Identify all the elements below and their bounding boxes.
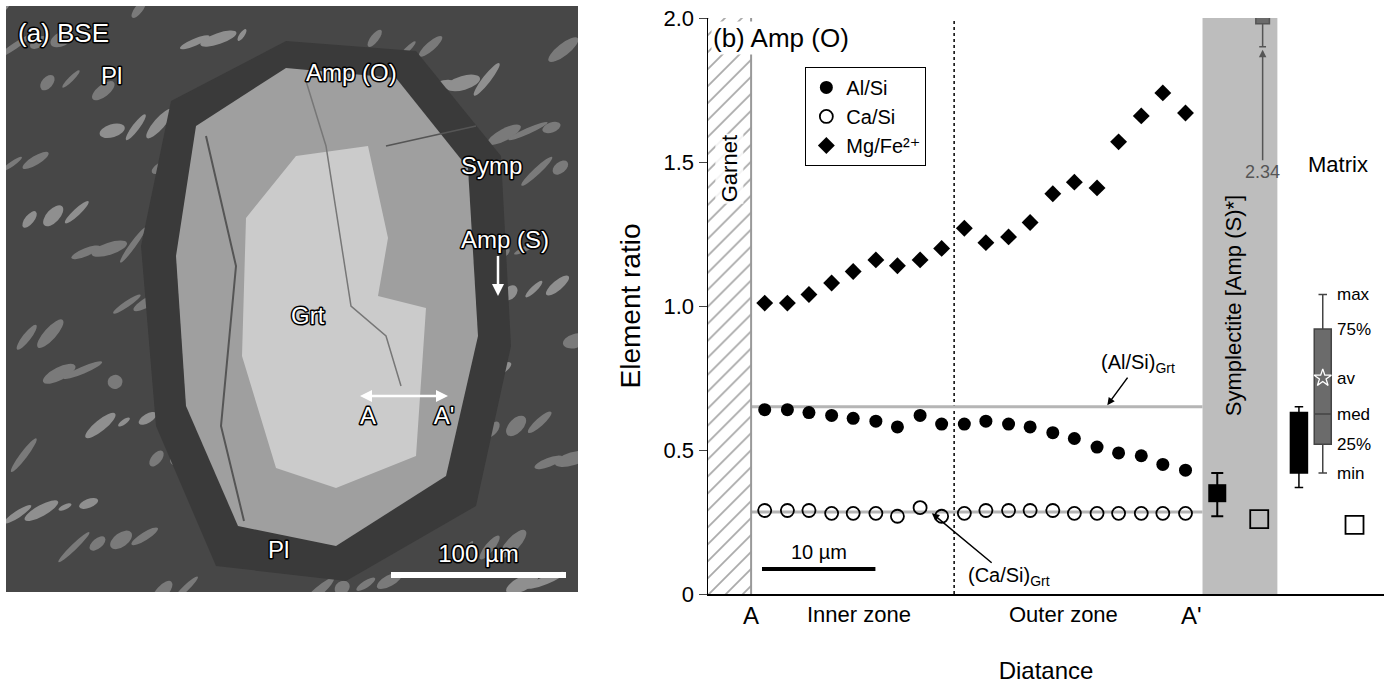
svg-text:0.5: 0.5 xyxy=(664,438,695,463)
svg-text:A': A' xyxy=(434,402,455,429)
svg-text:max: max xyxy=(1337,285,1370,304)
svg-text:A': A' xyxy=(1181,602,1202,629)
svg-text:10 µm: 10 µm xyxy=(791,541,847,563)
svg-text:Amp (S): Amp (S) xyxy=(461,226,549,253)
svg-text:Al/Si: Al/Si xyxy=(846,77,887,99)
svg-text:Garnet: Garnet xyxy=(717,135,742,202)
svg-text:Grt: Grt xyxy=(291,302,325,329)
svg-text:Matrix: Matrix xyxy=(1308,152,1368,177)
svg-text:100 µm: 100 µm xyxy=(438,540,519,567)
svg-text:(a) BSE: (a) BSE xyxy=(18,18,109,48)
svg-text:Amp (O): Amp (O) xyxy=(306,59,397,86)
svg-text:75%: 75% xyxy=(1337,320,1371,339)
svg-text:Symp: Symp xyxy=(461,152,522,179)
svg-text:A: A xyxy=(360,402,376,429)
svg-text:Outer zone: Outer zone xyxy=(1009,602,1118,627)
svg-text:Inner zone: Inner zone xyxy=(807,602,911,627)
svg-text:Symplectite [Amp (S)*]: Symplectite [Amp (S)*] xyxy=(1221,195,1246,416)
svg-text:min: min xyxy=(1337,464,1364,483)
svg-text:2.34: 2.34 xyxy=(1245,162,1280,182)
svg-text:Pl: Pl xyxy=(101,62,122,89)
svg-text:25%: 25% xyxy=(1337,435,1371,454)
svg-text:(b) Amp (O): (b) Amp (O) xyxy=(713,23,849,53)
svg-text:Pl: Pl xyxy=(268,536,289,563)
svg-text:Element ratio: Element ratio xyxy=(615,224,646,389)
svg-text:0: 0 xyxy=(682,582,694,607)
svg-text:A: A xyxy=(743,602,759,629)
svg-text:2.0: 2.0 xyxy=(664,6,695,31)
svg-text:Mg/Fe²⁺: Mg/Fe²⁺ xyxy=(846,135,920,157)
svg-text:av: av xyxy=(1337,369,1355,388)
svg-text:1.0: 1.0 xyxy=(664,294,695,319)
svg-text:(Al/Si)​Grt​: (Al/Si)​Grt​ xyxy=(1101,351,1175,376)
svg-text:(Ca/Si)​Grt​: (Ca/Si)​Grt​ xyxy=(968,564,1050,589)
svg-text:Diatance: Diatance xyxy=(999,657,1094,684)
svg-text:1.5: 1.5 xyxy=(664,150,695,175)
svg-text:med: med xyxy=(1337,405,1370,424)
svg-text:Ca/Si: Ca/Si xyxy=(846,106,895,128)
